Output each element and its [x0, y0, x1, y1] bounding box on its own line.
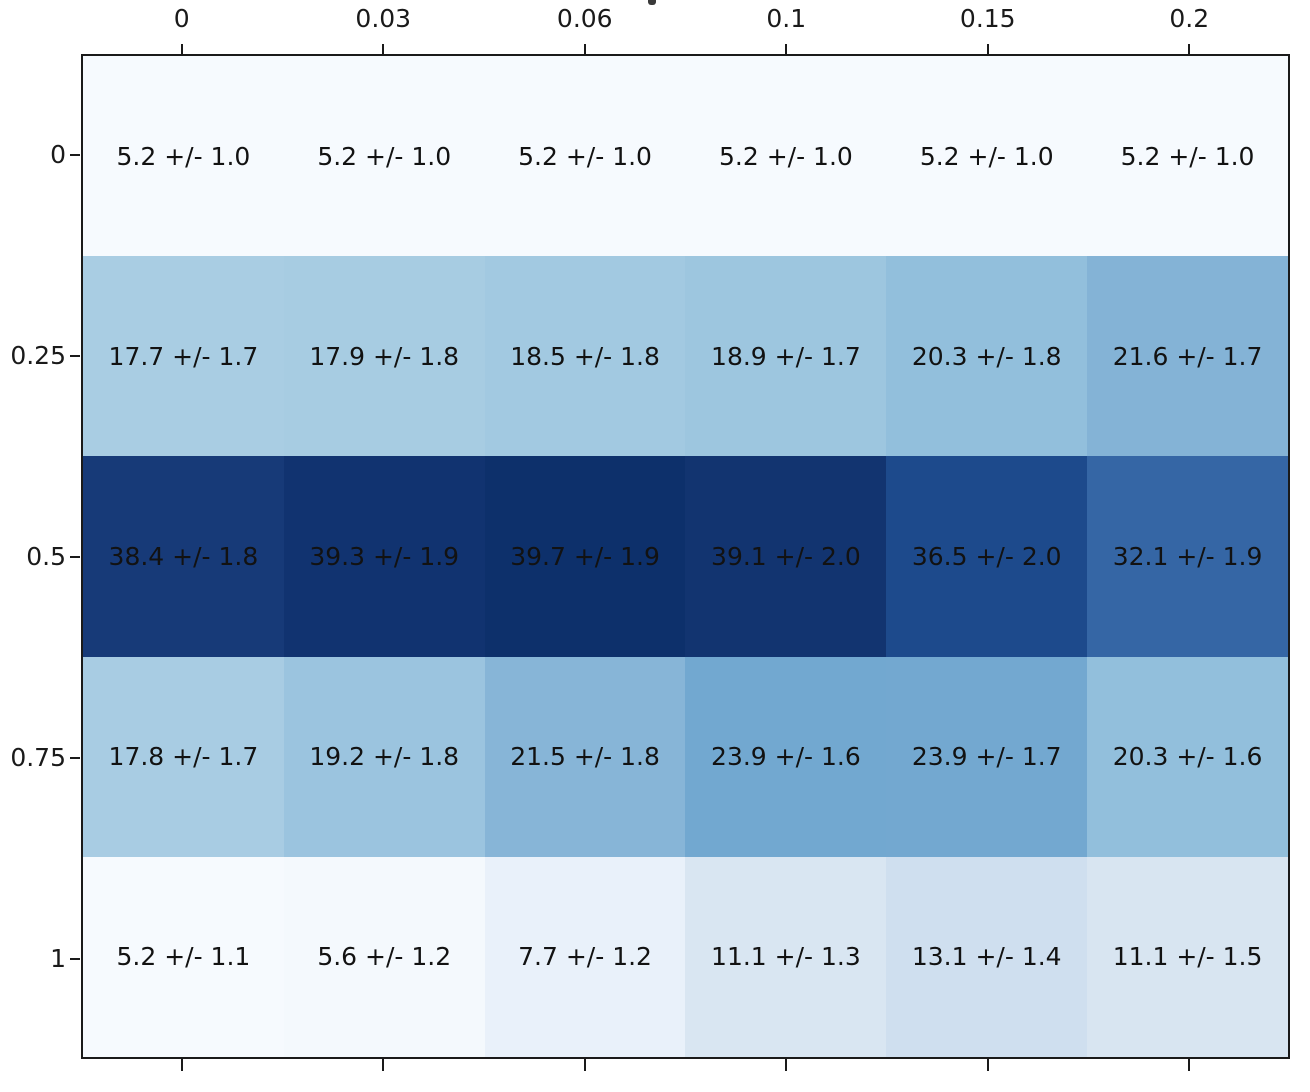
cell-annotation: 17.8 +/- 1.7: [108, 742, 259, 772]
y-tick-label: 0.5: [26, 541, 66, 571]
heatmap-cell: 39.7 +/- 1.9: [484, 456, 686, 657]
cell-annotation: 38.4 +/- 1.8: [108, 541, 259, 571]
y-tick-label: 0.75: [10, 742, 66, 772]
cell-annotation: 5.2 +/- 1.0: [919, 141, 1054, 171]
cell-annotation: 23.9 +/- 1.6: [711, 742, 861, 772]
x-tick-label: 0: [173, 4, 190, 33]
y-tick-label: 1: [50, 943, 66, 973]
cell-annotation: 5.2 +/- 1.0: [1120, 141, 1255, 171]
cell-annotation: 11.1 +/- 1.5: [1112, 942, 1263, 972]
cell-annotation: 21.6 +/- 1.7: [1112, 341, 1263, 371]
x-tick-label: 0.1: [766, 4, 807, 33]
heatmap-cell: 17.7 +/- 1.7: [83, 256, 284, 457]
x-tick-mark-top: [986, 44, 989, 54]
x-tick-label: 0.2: [1169, 4, 1210, 33]
heatmap-cell: 5.2 +/- 1.0: [886, 56, 1088, 257]
cell-annotation: 18.5 +/- 1.8: [510, 341, 660, 371]
cell-annotation: 5.2 +/- 1.0: [116, 141, 251, 171]
y-tick-label: 0: [50, 139, 66, 169]
heatmap-cell: 5.2 +/- 1.0: [685, 56, 887, 257]
heatmap-cell: 39.3 +/- 1.9: [283, 456, 485, 657]
x-tick-label: 0.15: [959, 4, 1016, 33]
x-tick-mark-bottom: [1188, 1059, 1191, 1071]
heatmap-cell: 5.2 +/- 1.0: [283, 56, 485, 257]
heatmap-cell: 18.9 +/- 1.7: [685, 256, 887, 457]
cell-annotation: 39.7 +/- 1.9: [510, 541, 660, 571]
cell-annotation: 5.2 +/- 1.0: [518, 141, 652, 171]
cell-annotation: 20.3 +/- 1.8: [911, 341, 1062, 371]
heatmap-cell: 23.9 +/- 1.7: [886, 656, 1088, 857]
heatmap-cell: 19.2 +/- 1.8: [283, 656, 485, 857]
x-tick-mark-top: [583, 44, 586, 54]
heatmap-grid: 5.2 +/- 1.0 5.2 +/- 1.0 5.2 +/- 1.0 5.2 +/-…: [83, 56, 1288, 1057]
x-tick-mark-bottom: [583, 1059, 586, 1071]
heatmap-cell: 17.9 +/- 1.8: [283, 256, 485, 457]
y-tick-mark: [70, 756, 80, 759]
heatmap-cell: 5.2 +/- 1.0: [484, 56, 686, 257]
heatmap-cell: 18.5 +/- 1.8: [484, 256, 686, 457]
cell-annotation: 5.2 +/- 1.0: [719, 141, 853, 171]
heatmap-cell: 17.8 +/- 1.7: [83, 656, 284, 857]
cell-annotation: 17.7 +/- 1.7: [108, 341, 259, 371]
cell-annotation: 13.1 +/- 1.4: [911, 942, 1062, 972]
cell-annotation: 18.9 +/- 1.7: [711, 341, 861, 371]
heatmap-cell: 20.3 +/- 1.8: [886, 256, 1088, 457]
cell-annotation: 20.3 +/- 1.6: [1112, 742, 1263, 772]
heatmap-cell: 20.3 +/- 1.6: [1087, 656, 1288, 857]
heatmap-cell: 39.1 +/- 2.0: [685, 456, 887, 657]
cell-annotation: 19.2 +/- 1.8: [309, 742, 460, 772]
x-tick-mark-bottom: [382, 1059, 385, 1071]
x-tick-mark-top: [382, 44, 385, 54]
heatmap-cell: 38.4 +/- 1.8: [83, 456, 284, 657]
y-tick-mark: [70, 555, 80, 558]
cell-annotation: 5.2 +/- 1.1: [116, 942, 251, 972]
x-tick-mark-bottom: [785, 1059, 788, 1071]
y-tick-mark: [70, 153, 80, 156]
cell-annotation: 32.1 +/- 1.9: [1112, 541, 1263, 571]
cell-annotation: 39.3 +/- 1.9: [309, 541, 460, 571]
cell-annotation: 17.9 +/- 1.8: [309, 341, 460, 371]
x-tick-mark-bottom: [986, 1059, 989, 1071]
heatmap-cell: 21.6 +/- 1.7: [1087, 256, 1288, 457]
x-tick-mark-top: [1188, 44, 1191, 54]
x-tick-label: 0.06: [556, 4, 613, 33]
cell-annotation: 39.1 +/- 2.0: [711, 541, 861, 571]
heatmap-cell: 5.6 +/- 1.2: [283, 856, 485, 1057]
y-tick-label: 0.25: [10, 340, 66, 370]
heatmap-cell: 11.1 +/- 1.3: [685, 856, 887, 1057]
cell-annotation: 5.2 +/- 1.0: [317, 141, 452, 171]
plot-area: 5.2 +/- 1.0 5.2 +/- 1.0 5.2 +/- 1.0 5.2 +/-…: [81, 54, 1290, 1059]
x-tick-mark-top: [785, 44, 788, 54]
y-tick-mark: [70, 957, 80, 960]
x-tick-mark-top: [180, 44, 183, 54]
x-tick-label: 0.03: [355, 4, 412, 33]
heatmap-cell: 13.1 +/- 1.4: [886, 856, 1088, 1057]
cell-annotation: 7.7 +/- 1.2: [518, 942, 652, 972]
heatmap-cell: 11.1 +/- 1.5: [1087, 856, 1288, 1057]
x-tick-mark-bottom: [180, 1059, 183, 1071]
y-tick-mark: [70, 354, 80, 357]
heatmap-cell: 5.2 +/- 1.0: [1087, 56, 1288, 257]
cell-annotation: 36.5 +/- 2.0: [911, 541, 1062, 571]
heatmap-cell: 21.5 +/- 1.8: [484, 656, 686, 857]
cell-annotation: 21.5 +/- 1.8: [510, 742, 660, 772]
heatmap-cell: 7.7 +/- 1.2: [484, 856, 686, 1057]
heatmap-cell: 5.2 +/- 1.1: [83, 856, 284, 1057]
heatmap-cell: 5.2 +/- 1.0: [83, 56, 284, 257]
heatmap-cell: 36.5 +/- 2.0: [886, 456, 1088, 657]
heatmap-cell: 23.9 +/- 1.6: [685, 656, 887, 857]
cropped-title-fragment: [648, 0, 656, 5]
heatmap-cell: 32.1 +/- 1.9: [1087, 456, 1288, 657]
cell-annotation: 5.6 +/- 1.2: [317, 942, 452, 972]
cell-annotation: 11.1 +/- 1.3: [711, 942, 861, 972]
cell-annotation: 23.9 +/- 1.7: [911, 742, 1062, 772]
